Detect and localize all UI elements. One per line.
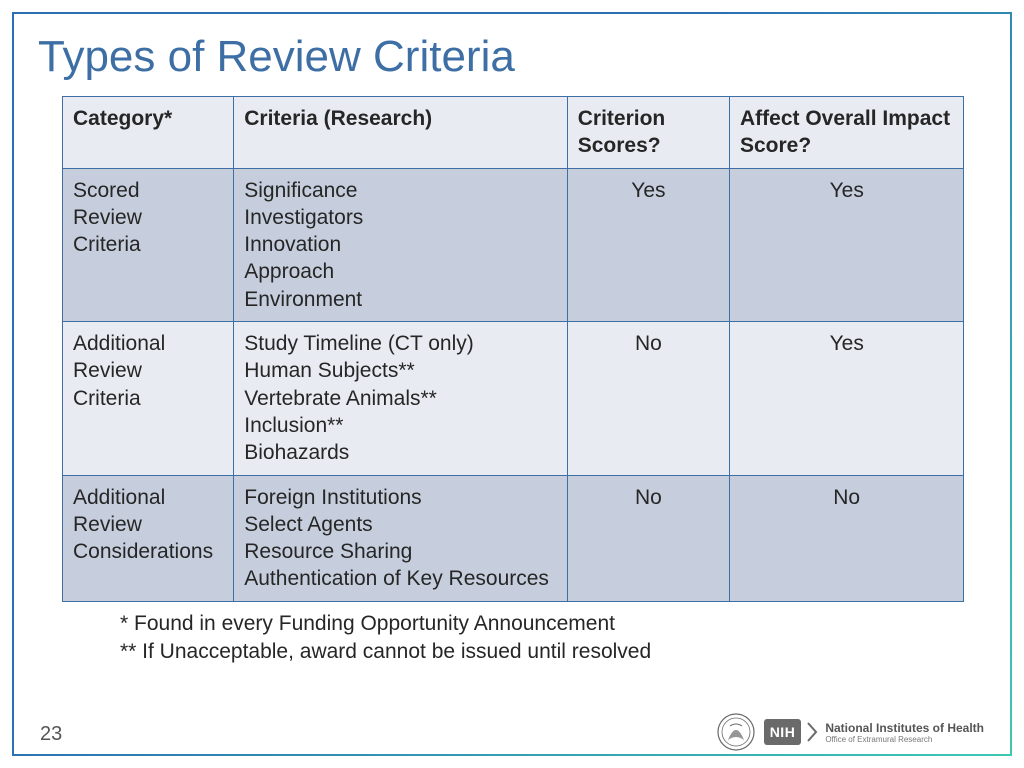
cell-impact: Yes [730,168,964,321]
slide-number: 23 [40,723,62,746]
footnotes: * Found in every Funding Opportunity Ann… [120,610,982,667]
footer-logos: NIH National Institutes of Health Office… [716,712,984,752]
slide-title: Types of Review Criteria [38,32,982,82]
cell-scores: No [567,475,729,601]
table-row: AdditionalReviewConsiderationsForeign In… [63,475,964,601]
slide-frame: Types of Review Criteria Category* Crite… [12,12,1012,756]
cell-scores: Yes [567,168,729,321]
cell-scores: No [567,322,729,475]
cell-category: AdditionalReviewConsiderations [63,475,234,601]
cell-category: ScoredReviewCriteria [63,168,234,321]
col-header-criteria: Criteria (Research) [234,97,568,169]
col-header-scores: Criterion Scores? [567,97,729,169]
cell-category: AdditionalReviewCriteria [63,322,234,475]
table-body: ScoredReviewCriteriaSignificanceInvestig… [63,168,964,601]
footnote-1: * Found in every Funding Opportunity Ann… [120,610,982,638]
cell-criteria: Foreign InstitutionsSelect AgentsResourc… [234,475,568,601]
nih-title: National Institutes of Health [825,721,984,735]
col-header-impact: Affect Overall Impact Score? [730,97,964,169]
nih-logo-block: NIH National Institutes of Health Office… [764,719,984,745]
hhs-seal-icon [716,712,756,752]
cell-criteria: Study Timeline (CT only)Human Subjects**… [234,322,568,475]
chevron-right-icon [807,721,819,743]
nih-text: National Institutes of Health Office of … [825,721,984,744]
col-header-category: Category* [63,97,234,169]
table-row: ScoredReviewCriteriaSignificanceInvestig… [63,168,964,321]
review-criteria-table: Category* Criteria (Research) Criterion … [62,96,964,602]
cell-impact: Yes [730,322,964,475]
table-row: AdditionalReviewCriteriaStudy Timeline (… [63,322,964,475]
footnote-2: ** If Unacceptable, award cannot be issu… [120,638,982,666]
cell-criteria: SignificanceInvestigatorsInnovationAppro… [234,168,568,321]
nih-badge-icon: NIH [764,719,802,745]
nih-subtitle: Office of Extramural Research [825,735,984,744]
table-header-row: Category* Criteria (Research) Criterion … [63,97,964,169]
cell-impact: No [730,475,964,601]
